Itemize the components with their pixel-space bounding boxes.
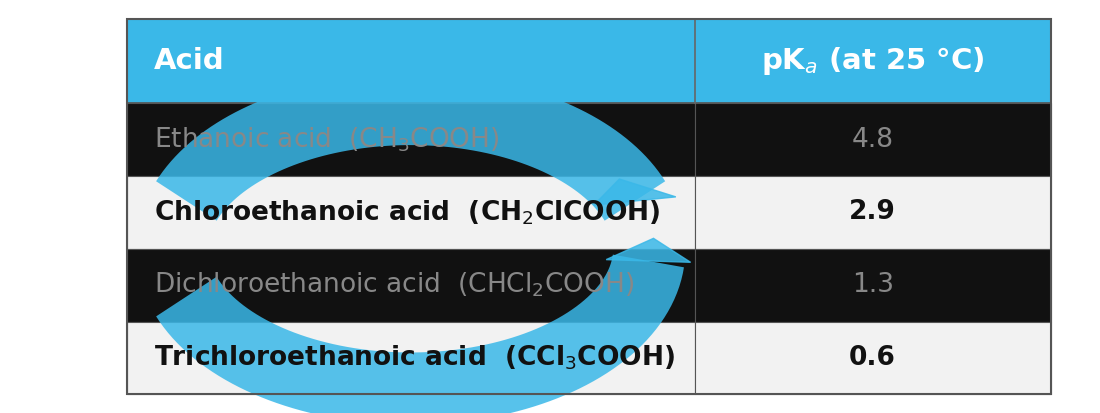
- Text: Dichloroethanoic acid  (CHCl$_2$COOH): Dichloroethanoic acid (CHCl$_2$COOH): [154, 271, 634, 299]
- Bar: [126, 19, 1050, 103]
- Bar: [695, 103, 1050, 176]
- Bar: [126, 19, 1050, 394]
- Bar: [126, 176, 695, 249]
- Text: 0.6: 0.6: [849, 345, 896, 371]
- Bar: [126, 322, 695, 394]
- Bar: [695, 322, 1050, 394]
- Text: Chloroethanoic acid  (CH$_2$ClCOOH): Chloroethanoic acid (CH$_2$ClCOOH): [154, 198, 661, 227]
- Bar: [695, 249, 1050, 322]
- Text: pK$_a$ (at 25 °C): pK$_a$ (at 25 °C): [761, 45, 984, 77]
- Text: 4.8: 4.8: [851, 126, 893, 152]
- Bar: [126, 103, 695, 176]
- Polygon shape: [594, 179, 675, 205]
- Text: Acid: Acid: [154, 47, 224, 75]
- Text: 2.9: 2.9: [849, 199, 896, 225]
- Text: Trichloroethanoic acid  (CCl$_3$COOH): Trichloroethanoic acid (CCl$_3$COOH): [154, 344, 675, 372]
- Text: 1.3: 1.3: [851, 272, 893, 298]
- Text: Ethanoic acid  (CH$_3$COOH): Ethanoic acid (CH$_3$COOH): [154, 125, 499, 154]
- Bar: [695, 176, 1050, 249]
- Polygon shape: [606, 238, 691, 262]
- Bar: [126, 249, 695, 322]
